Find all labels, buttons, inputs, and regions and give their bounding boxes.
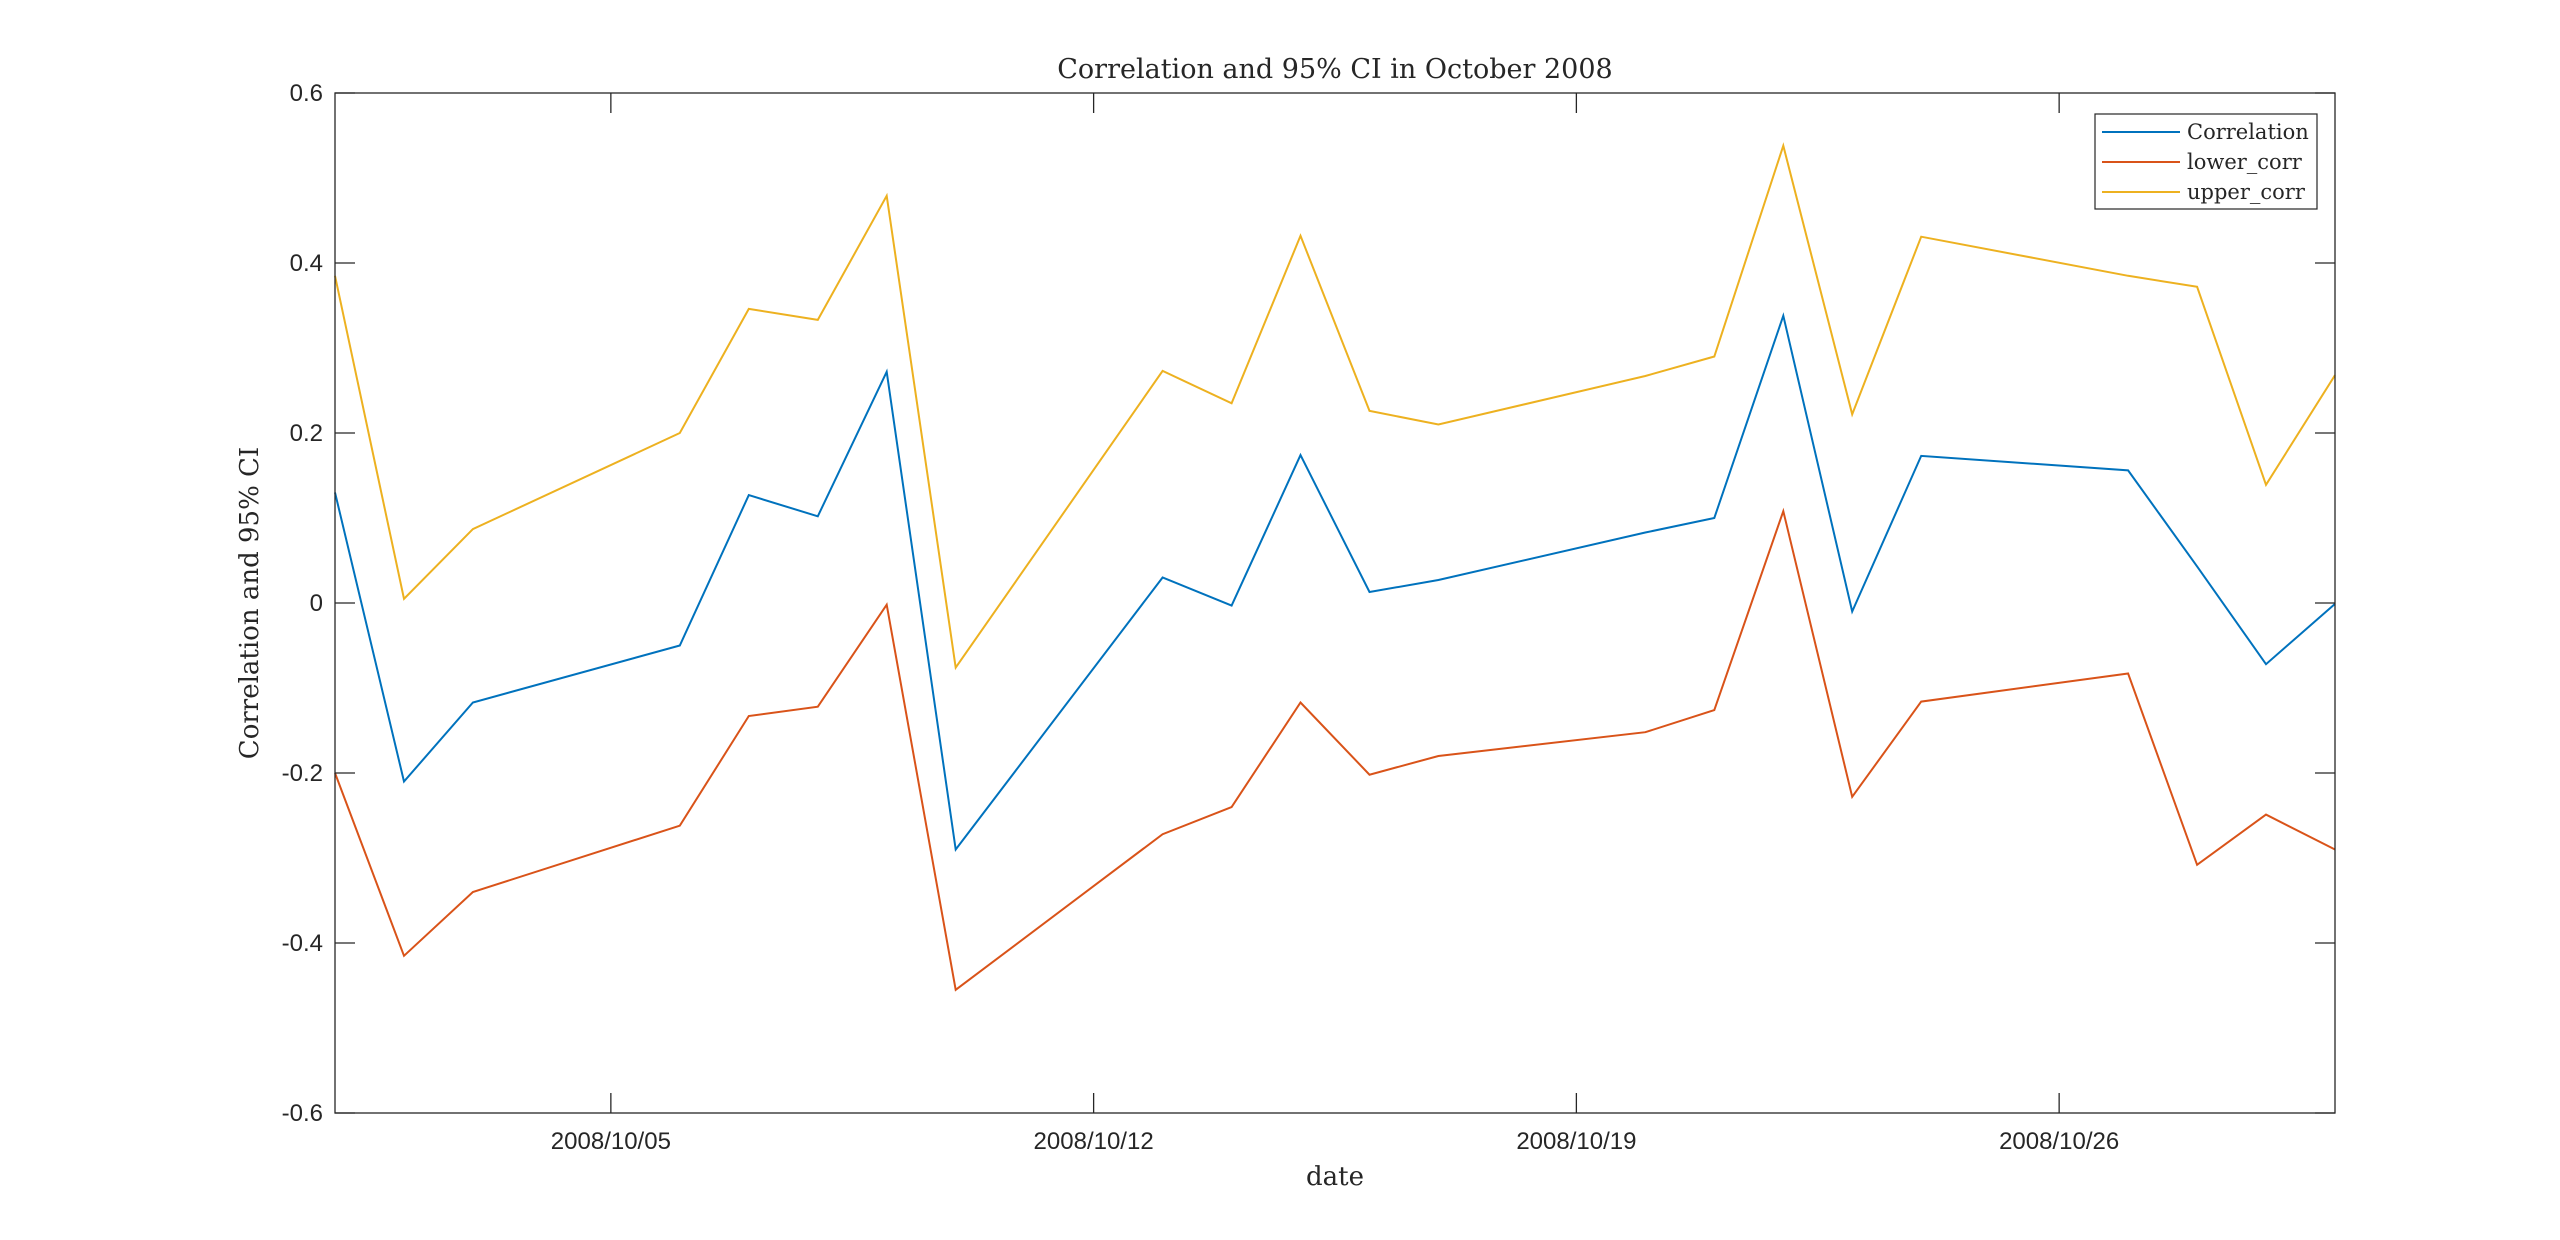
series-lower-corr [334, 507, 2336, 992]
plot-area [335, 93, 2335, 1113]
tick-labels: 2008/10/05 2008/10/12 2008/10/19 2008/10/26… [282, 80, 2120, 1155]
plot-frame [334, 92, 2336, 1114]
legend-label-lower-corr: lower_corr [2187, 150, 2303, 174]
legend: Correlation lower_corr upper_corr [2094, 113, 2318, 210]
series-line [334, 507, 2336, 992]
y-axis-title: Correlation and 95% CI [235, 447, 265, 759]
x-tick-label: 2008/10/26 [1999, 1128, 2119, 1155]
y-tick-label: 0.2 [290, 420, 323, 447]
legend-label-upper-corr: upper_corr [2187, 180, 2306, 204]
y-tick-label: -0.6 [282, 1100, 323, 1127]
chart-title: Correlation and 95% CI in October 2008 [1057, 54, 1612, 85]
x-tick-label: 2008/10/19 [1516, 1128, 1636, 1155]
x-tick-label: 2008/10/12 [1034, 1128, 1154, 1155]
y-tick-label: 0.4 [290, 250, 323, 277]
y-tick-label: 0.6 [290, 80, 323, 107]
series-upper-corr [334, 142, 2336, 671]
y-tick-label: -0.4 [282, 930, 323, 957]
series-layer [334, 142, 2336, 992]
x-tick-label: 2008/10/05 [551, 1128, 671, 1155]
y-tick-label: 0 [310, 590, 323, 617]
y-tick-label: -0.2 [282, 760, 323, 787]
series-correlation [334, 312, 2336, 853]
series-line [334, 312, 2336, 853]
series-line [334, 142, 2336, 671]
x-axis-title: date [1306, 1162, 1364, 1192]
legend-label-correlation: Correlation [2187, 120, 2309, 144]
